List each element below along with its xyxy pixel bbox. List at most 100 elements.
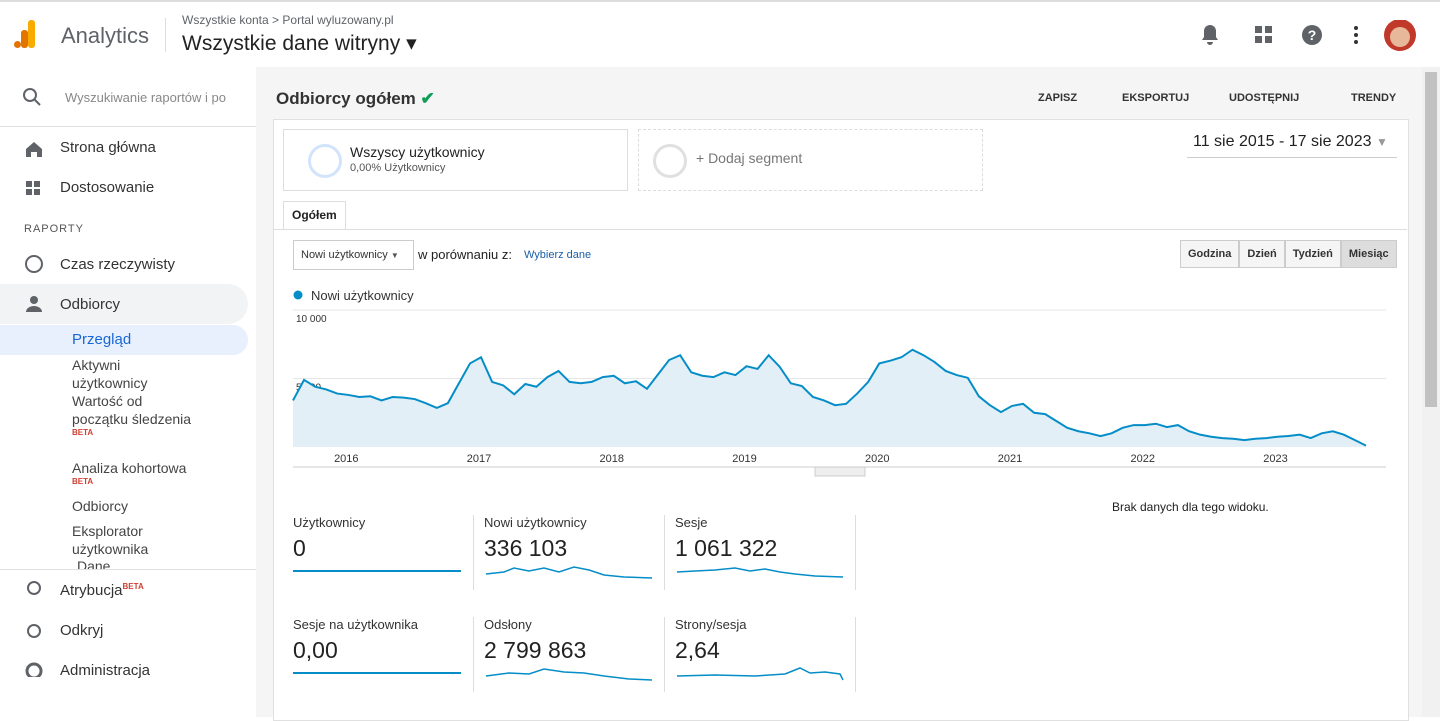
metric: Sesje na użytkownika 0,00 <box>293 617 474 692</box>
x-tick-label: 2016 <box>334 453 358 465</box>
nav-audience[interactable]: Odbiorcy <box>60 296 121 313</box>
apps[interactable] <box>1255 26 1272 43</box>
badge: BETA <box>122 582 144 591</box>
search-icon <box>23 88 41 106</box>
sparkline <box>293 570 461 572</box>
gran-btn[interactable]: Dzień <box>1239 240 1285 268</box>
report-title: Odbiorcy ogółem ✔ <box>276 89 435 108</box>
nav-custom[interactable]: Dostosowanie <box>60 179 155 196</box>
sparkline <box>676 667 844 681</box>
collapse-handle <box>814 466 866 477</box>
action[interactable]: TRENDY <box>1351 92 1397 104</box>
view-picker[interactable]: Wszystkie dane witryny ▾ <box>182 32 417 55</box>
metric-select-text[interactable]: Nowi użytkownicy <box>301 249 388 261</box>
nav-sub[interactable]: Analiza kohortowa BETA <box>72 459 232 486</box>
nav-label[interactable]: Atrybucja <box>60 582 123 599</box>
x-tick-label: 2023 <box>1263 453 1287 465</box>
nav-sub[interactable]: Przegląd <box>72 331 132 348</box>
x-tick-label: 2020 <box>865 453 889 465</box>
notifications[interactable] <box>1202 25 1218 45</box>
gran-btn[interactable]: Miesiąc <box>1340 240 1397 268</box>
nav-discover[interactable]: Odkryj <box>60 622 104 639</box>
help[interactable] <box>1302 25 1322 45</box>
header-icons: ? <box>1202 20 1416 51</box>
legend-label: Nowi użytkownicy <box>311 288 414 303</box>
line <box>292 348 1367 447</box>
view-name[interactable]: Wszystkie dane witryny <box>182 32 401 55</box>
metric: Odsłony 2 799 863 <box>473 617 665 692</box>
metric-label: Sesje <box>675 515 708 530</box>
scroll-thumb[interactable] <box>1425 72 1437 407</box>
more[interactable] <box>1354 26 1358 44</box>
nav-sub[interactable]: Aktywni użytkownicy <box>72 357 148 391</box>
tab[interactable]: Ogółem <box>283 201 346 230</box>
date-range[interactable]: 11 sie 2015 - 17 sie 2023 ▼ <box>1187 133 1397 158</box>
metric-value: 2 799 863 <box>484 637 587 663</box>
add-segment[interactable] <box>638 129 983 191</box>
metric-label: Odsłony <box>484 617 532 632</box>
sparkline <box>676 567 844 578</box>
nav-home[interactable]: Strona główna <box>60 139 156 156</box>
gran-btn[interactable]: Godzina <box>1180 240 1240 268</box>
divider <box>0 569 256 570</box>
nav-sub-label[interactable]: Analiza kohortowa <box>72 460 187 476</box>
legend-dot <box>293 290 303 300</box>
metric-select[interactable]: Nowi użytkownicy ▼ <box>293 240 414 270</box>
active-bg <box>0 284 248 324</box>
nav-admin[interactable]: Administracja <box>60 662 151 679</box>
metric-label: Nowi użytkownicy <box>484 515 587 530</box>
metric: Strony/sesja 2,64 <box>664 617 856 692</box>
badge: BETA <box>72 477 94 486</box>
segment-ring <box>653 144 687 178</box>
metric: Użytkownicy 0 <box>293 515 474 590</box>
date-text[interactable]: 11 sie 2015 - 17 sie 2023 <box>1193 133 1372 150</box>
segment-name: Wszyscy użytkownicy <box>350 144 485 160</box>
breadcrumb[interactable]: Wszystkie konta > Portal wyluzowany.pl <box>182 13 394 27</box>
crumb[interactable]: Wszystkie konta <box>182 13 269 27</box>
metric-label: Użytkownicy <box>293 515 366 530</box>
section: RAPORTY <box>24 223 84 235</box>
selected-bg <box>0 325 248 355</box>
nav-realtime[interactable]: Czas rzeczywisty <box>60 256 176 273</box>
x-tick-label: 2022 <box>1131 453 1155 465</box>
app-name: Analytics <box>61 23 150 48</box>
nav-sub[interactable]: Dane <box>77 558 111 569</box>
metric-label: Strony/sesja <box>675 617 747 632</box>
badge: BETA <box>72 428 94 437</box>
divider <box>0 126 256 127</box>
add-segment-label[interactable]: + Dodaj segment <box>696 150 803 166</box>
nav-attribution[interactable]: AtrybucjaBETA <box>60 582 144 599</box>
x-tick-label: 2019 <box>732 453 756 465</box>
logo <box>14 20 35 48</box>
nav-sub[interactable]: Eksplorator użytkownika <box>72 523 149 557</box>
nav-sub-label[interactable]: Wartość od początku śledzenia <box>72 393 192 427</box>
nav-sub[interactable]: Odbiorcy <box>72 498 129 514</box>
pick-metric[interactable]: Wybierz dane <box>524 249 592 261</box>
action[interactable]: EKSPORTUJ <box>1122 92 1190 104</box>
action[interactable]: ZAPISZ <box>1038 92 1078 104</box>
sidebar: Wyszukiwanie raportów i po Strona główna… <box>0 67 257 717</box>
x-tick-label: 2018 <box>600 453 624 465</box>
no-data: Brak danych dla tego widoku. <box>1112 500 1269 514</box>
clip: Dane <box>0 557 256 569</box>
granularity: Godzina Dzień Tydzień Miesiąc <box>1180 240 1397 268</box>
nav-sub[interactable]: Wartość od początku śledzenia BETA <box>72 392 192 437</box>
search[interactable]: Wyszukiwanie raportów i po <box>65 90 227 105</box>
metric-value: 0 <box>293 535 306 561</box>
area <box>293 349 1366 447</box>
sparkline <box>293 672 461 674</box>
divider <box>165 18 166 52</box>
title-text: Odbiorcy ogółem <box>276 89 416 108</box>
metric-value: 2,64 <box>675 637 720 663</box>
sparkline <box>485 668 653 681</box>
crumb[interactable]: Portal wyluzowany.pl <box>282 13 394 27</box>
scrollbar <box>1422 67 1440 717</box>
segment-sub: 0,00% Użytkownicy <box>350 162 446 174</box>
divider <box>273 229 1407 230</box>
gran-btn[interactable]: Tydzień <box>1284 240 1341 268</box>
action[interactable]: UDOSTĘPNIJ <box>1229 92 1300 104</box>
sparkline <box>485 566 653 579</box>
x-tick-label: 2021 <box>998 453 1022 465</box>
